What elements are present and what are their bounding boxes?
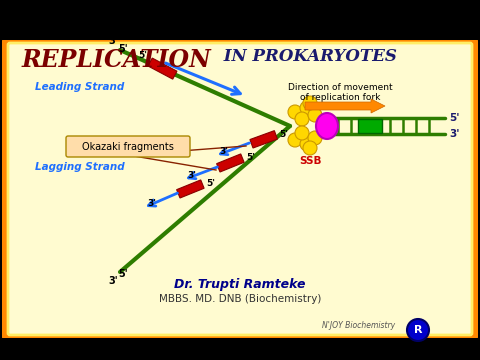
Text: 3': 3' <box>108 276 118 286</box>
Text: REPLICATION: REPLICATION <box>22 48 212 72</box>
FancyBboxPatch shape <box>66 136 190 157</box>
Polygon shape <box>250 131 277 148</box>
Text: 5': 5' <box>246 153 255 162</box>
Circle shape <box>295 126 309 140</box>
Text: 5': 5' <box>118 269 128 279</box>
Bar <box>358 119 382 133</box>
Text: 5': 5' <box>279 130 288 139</box>
Circle shape <box>300 101 314 115</box>
Text: 5': 5' <box>206 179 215 188</box>
Text: 3': 3' <box>219 147 228 156</box>
Text: N'JOY Biochemistry: N'JOY Biochemistry <box>322 321 395 330</box>
Circle shape <box>407 319 429 341</box>
Circle shape <box>303 141 317 155</box>
Text: 3': 3' <box>187 171 196 180</box>
Polygon shape <box>148 58 177 79</box>
Text: Direction of movement
of replication fork: Direction of movement of replication for… <box>288 83 392 102</box>
Text: IN PROKARYOTES: IN PROKARYOTES <box>218 48 397 65</box>
Polygon shape <box>216 154 244 172</box>
Text: 3': 3' <box>449 129 459 139</box>
Circle shape <box>288 133 302 147</box>
Text: SSB: SSB <box>299 156 321 166</box>
Circle shape <box>300 137 314 151</box>
Bar <box>0 338 480 360</box>
Text: Lagging Strand: Lagging Strand <box>35 162 125 172</box>
Text: Okazaki fragments: Okazaki fragments <box>82 142 174 152</box>
Circle shape <box>295 112 309 126</box>
Circle shape <box>308 131 322 145</box>
Ellipse shape <box>316 113 338 139</box>
Text: R: R <box>414 325 422 335</box>
Text: 3': 3' <box>147 199 156 208</box>
Polygon shape <box>177 180 204 198</box>
Text: 5': 5' <box>138 51 147 60</box>
Text: 5': 5' <box>449 113 459 123</box>
Bar <box>0 0 480 40</box>
Circle shape <box>303 96 317 110</box>
Circle shape <box>308 108 322 122</box>
Text: 5': 5' <box>118 44 128 54</box>
Text: MBBS. MD. DNB (Biochemistry): MBBS. MD. DNB (Biochemistry) <box>159 294 321 304</box>
FancyArrow shape <box>305 99 385 113</box>
Text: 3': 3' <box>108 36 118 46</box>
FancyBboxPatch shape <box>2 38 478 340</box>
Circle shape <box>288 105 302 119</box>
Text: Leading Strand: Leading Strand <box>35 82 124 92</box>
Text: Dr. Trupti Ramteke: Dr. Trupti Ramteke <box>174 278 306 291</box>
FancyBboxPatch shape <box>8 43 472 335</box>
